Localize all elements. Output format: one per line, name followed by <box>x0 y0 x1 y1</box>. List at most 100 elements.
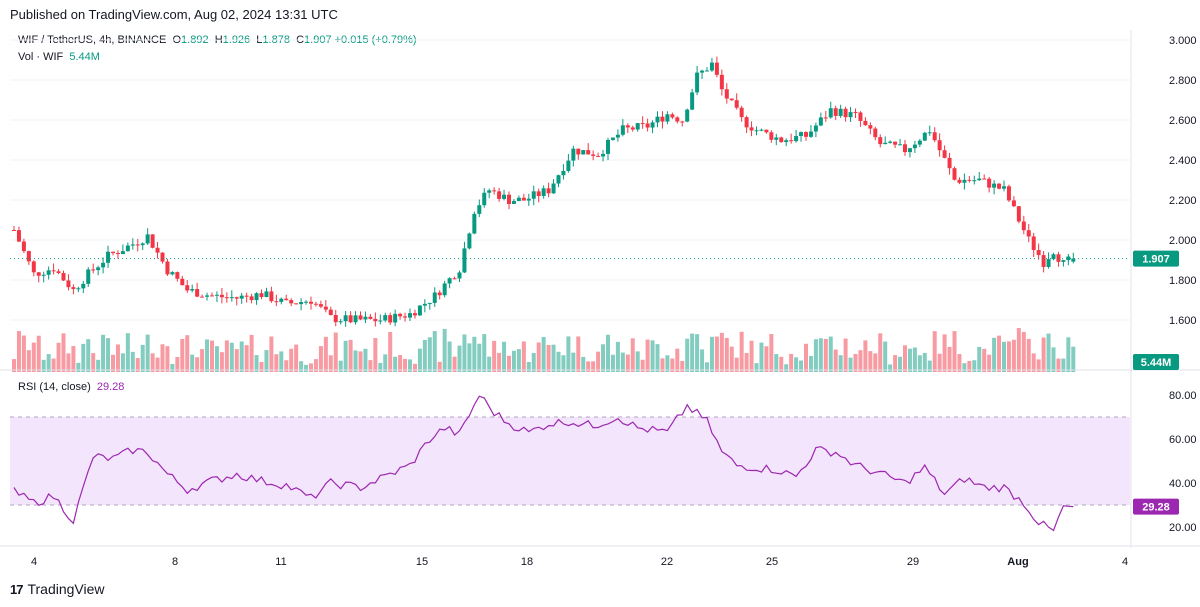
candle-body <box>210 295 214 297</box>
candle-body <box>175 272 180 279</box>
candle-body <box>388 315 393 323</box>
volume-bar <box>96 359 101 372</box>
candle-body <box>561 170 566 176</box>
volume-bar <box>358 351 363 372</box>
volume-bar <box>1031 353 1036 372</box>
candle-body <box>655 116 660 123</box>
volume-bar <box>383 354 388 372</box>
volume-bar <box>853 353 858 372</box>
candle-body <box>41 274 46 276</box>
volume-bar <box>863 340 868 372</box>
candle-body <box>21 241 26 252</box>
candle-body <box>437 292 442 296</box>
candle-body <box>368 316 373 319</box>
candle-body <box>378 320 383 322</box>
volume-bar <box>318 346 323 372</box>
volume-bar <box>511 350 516 372</box>
volume-bar <box>472 336 477 372</box>
volume-bar <box>289 348 294 372</box>
axis-labels: 3.000 2.800 2.600 2.400 2.200 2.000 1.800 1.600… <box>31 35 1197 568</box>
candle-body <box>269 291 274 302</box>
candle-body <box>521 197 526 201</box>
candle-body <box>1036 250 1041 256</box>
candle-body <box>586 150 591 155</box>
volume-bar <box>304 364 309 372</box>
candle-body <box>937 140 942 151</box>
volume-bar <box>373 338 378 372</box>
candle-body <box>883 142 888 145</box>
candle-body <box>214 294 219 296</box>
candle-body <box>135 244 140 246</box>
volume-bar <box>477 343 482 372</box>
volume-bar <box>546 344 551 372</box>
candle-body <box>259 293 264 297</box>
candle-body <box>477 205 482 214</box>
volume-bar <box>779 356 784 372</box>
volume-bar <box>556 351 561 372</box>
candle-body <box>833 108 838 116</box>
volume-bar <box>249 334 254 372</box>
volume-bar <box>91 353 96 372</box>
rsi-value-badge-label: 29.28 <box>1142 502 1170 514</box>
volume-legend: Vol · WIF 5.44M <box>18 51 100 63</box>
candle-body <box>81 283 86 289</box>
volume-bar <box>625 354 630 372</box>
volume-bar <box>705 362 709 372</box>
candle-body <box>155 247 160 253</box>
volume-bar <box>338 360 343 372</box>
volume-bar <box>655 344 660 372</box>
time-tick-label: 18 <box>521 556 533 568</box>
candle-body <box>596 155 601 157</box>
volume-bar <box>1041 337 1046 372</box>
candle-body <box>927 132 932 134</box>
tradingview-logo[interactable]: 17 TradingView <box>10 581 105 597</box>
candle-body <box>739 107 744 118</box>
candle-body <box>417 305 422 316</box>
volume-bar <box>774 354 779 372</box>
volume-bar <box>46 354 51 372</box>
volume-bar <box>804 343 808 372</box>
candle-body <box>51 270 56 272</box>
candle-body <box>709 62 714 71</box>
volume-bar <box>294 344 299 372</box>
volume-bar <box>81 343 86 372</box>
volume-bar <box>635 351 640 372</box>
volume-bar <box>165 346 170 372</box>
volume-bar <box>912 347 917 372</box>
volume-bar <box>942 334 947 372</box>
candle-body <box>759 129 764 131</box>
candle-body <box>165 261 170 275</box>
candle-body <box>150 234 155 248</box>
volume-bar <box>214 346 219 372</box>
volume-bar <box>21 335 26 372</box>
candle-body <box>160 252 165 262</box>
volume-bar <box>457 345 462 372</box>
candle-body <box>264 291 269 297</box>
candle-body <box>680 121 685 123</box>
volume-bar <box>180 339 185 372</box>
volume-label[interactable]: Vol · WIF <box>18 51 64 63</box>
candle-body <box>912 144 917 149</box>
volume-bar <box>190 354 195 372</box>
volume-bar <box>893 355 898 372</box>
candle-body <box>774 137 779 140</box>
volume-bar <box>709 336 714 372</box>
candle-body <box>1006 186 1011 201</box>
volume-bar <box>1071 346 1076 372</box>
candle-body <box>982 178 987 180</box>
candle-body <box>630 127 635 130</box>
candle-body <box>412 313 417 316</box>
candle-body <box>551 183 556 194</box>
volume-bar <box>521 341 526 372</box>
volume-bar <box>620 352 625 372</box>
candle-body <box>794 136 799 142</box>
volume-bar <box>259 361 264 372</box>
candle-body <box>695 72 700 93</box>
candle-body <box>967 179 972 181</box>
rsi-label[interactable]: RSI (14, close) <box>18 381 91 393</box>
volume-bar <box>808 356 813 372</box>
candle-body <box>333 314 338 323</box>
candle-body <box>284 298 289 301</box>
candle-body <box>729 98 734 101</box>
